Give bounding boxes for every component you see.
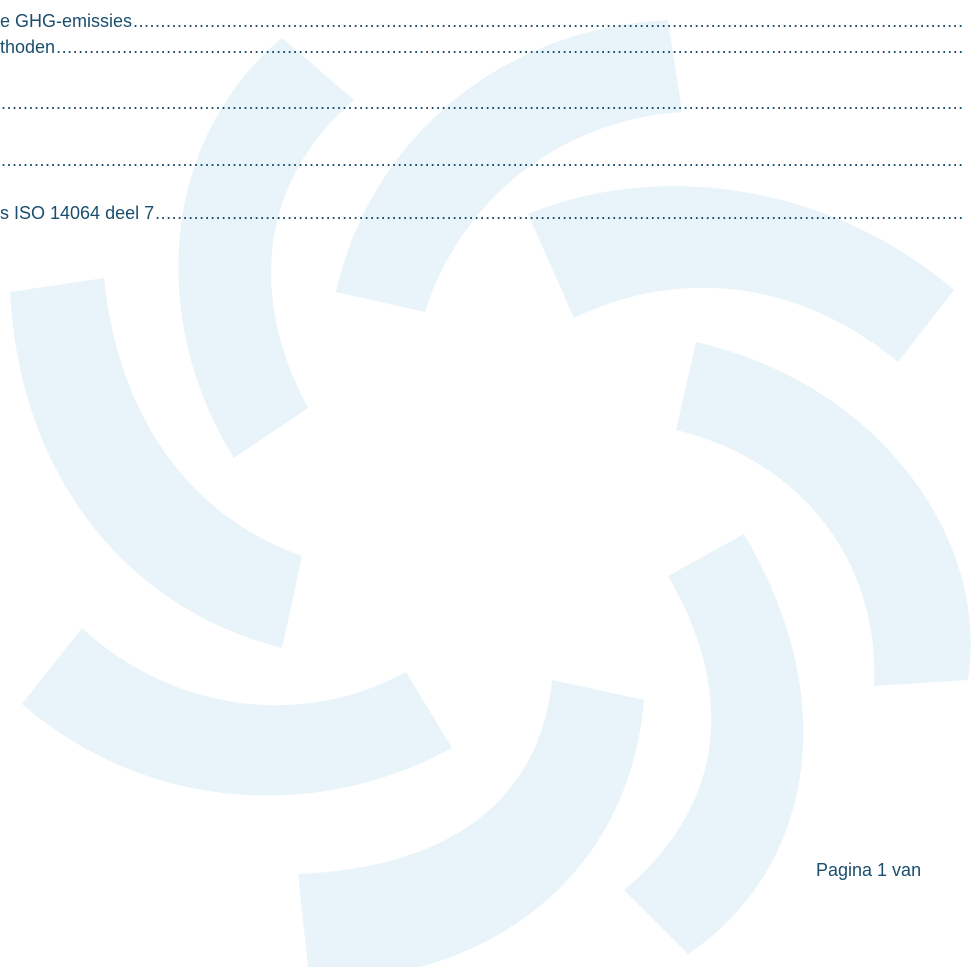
toc-entry-text: e GHG-emissies	[0, 11, 133, 31]
page-number-footer: Pagina 1 van	[816, 860, 922, 880]
watermark-arc-8	[10, 278, 302, 648]
watermark-arc-7	[22, 628, 452, 796]
toc-entry-text: s ISO 14064 deel 7	[0, 203, 155, 223]
toc-dot-leader	[56, 36, 963, 58]
watermark-arc-4	[676, 342, 971, 686]
watermark-arc-5	[624, 534, 804, 954]
toc-entry[interactable]	[0, 86, 963, 114]
toc-dot-leader	[155, 202, 963, 224]
toc-entry[interactable]	[0, 143, 963, 171]
watermark-arc-3	[528, 186, 954, 362]
toc-dot-leader	[133, 10, 963, 32]
toc-dot-leader	[1, 92, 963, 114]
toc-dot-leader	[1, 149, 963, 171]
toc-entry-text: thoden	[0, 37, 56, 57]
toc-entry[interactable]: e GHG-emissies	[0, 4, 963, 32]
toc-entry[interactable]: thoden	[0, 30, 963, 58]
toc-entry[interactable]: s ISO 14064 deel 7	[0, 196, 963, 224]
watermark-arc-1	[178, 38, 354, 458]
watermark-arc-6	[298, 680, 644, 967]
